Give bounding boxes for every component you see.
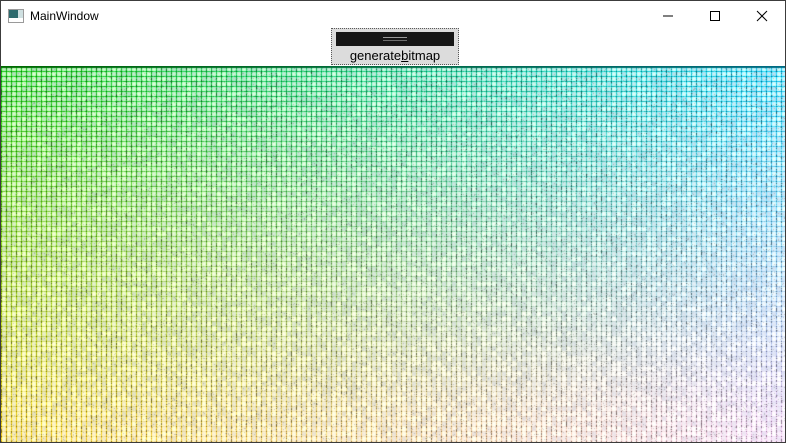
generated-bitmap-image xyxy=(1,66,785,442)
button-label: generatebitmap xyxy=(332,48,458,64)
window-title: MainWindow xyxy=(30,9,99,23)
app-icon xyxy=(8,9,24,23)
button-label-prefix: generate xyxy=(349,47,402,63)
minimize-icon xyxy=(662,15,673,17)
close-button[interactable] xyxy=(738,1,785,31)
grip-line-icon xyxy=(383,36,407,38)
grip-line-icon xyxy=(383,39,407,41)
button-label-access-key: b xyxy=(401,47,409,63)
minimize-button[interactable] xyxy=(644,1,691,31)
maximize-icon xyxy=(709,11,720,21)
button-grip-bar xyxy=(336,31,454,46)
generate-bitmap-button[interactable]: generatebitmap xyxy=(331,28,459,65)
title-bar[interactable]: MainWindow xyxy=(1,1,785,31)
maximize-button[interactable] xyxy=(691,1,738,31)
window-controls xyxy=(644,1,785,31)
close-icon xyxy=(756,10,767,22)
button-label-suffix: itmap xyxy=(408,47,441,63)
